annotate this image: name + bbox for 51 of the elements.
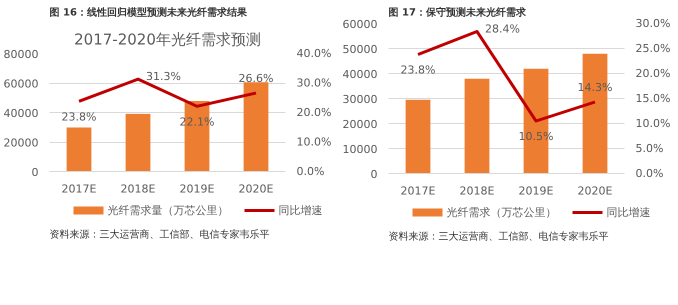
y2-tick-label: 30.0% [636, 17, 670, 30]
legend-label: 同比增速 [606, 206, 650, 219]
y2-tick-label: 30.0% [296, 76, 332, 90]
text: 资料来源：三大运营商、工信部、电信专家韦乐平 [388, 230, 608, 242]
x-tick-label: 2020E [238, 182, 274, 196]
data-label: 31.3% [146, 70, 181, 84]
y-tick-label: 60000 [342, 18, 378, 31]
x-tick-label: 2020E [578, 184, 613, 198]
bar [126, 114, 150, 172]
text: 资料来源：三大运营商、工信部、电信专家韦乐平 [50, 228, 270, 240]
legend-label: 光纤需求量（万芯公里） [108, 204, 228, 217]
x-tick-label: 2018E [120, 182, 156, 196]
x-tick-label: 2018E [460, 184, 495, 198]
bar [244, 82, 268, 172]
data-label: 23.8% [62, 110, 96, 124]
y-tick-label: 0 [32, 166, 38, 179]
x-tick-label: 2017E [62, 182, 97, 196]
y-tick-label: 10000 [342, 143, 378, 156]
y2-tick-label: 25.0% [636, 42, 670, 55]
y2-tick-label: 0.0% [636, 167, 664, 180]
y2-tick-label: 20.0% [636, 67, 670, 80]
chart-subtitle: 2017-2020年光纤需求预测 [74, 30, 261, 48]
y-tick-label: 40000 [342, 68, 378, 81]
y2-tick-label: 15.0% [636, 92, 670, 105]
bar [406, 100, 430, 174]
y-tick-label: 0 [370, 168, 378, 181]
y-tick-label: 60000 [4, 78, 39, 90]
y-tick-label: 50000 [342, 43, 378, 56]
data-label: 26.6% [238, 72, 274, 86]
bar [66, 128, 92, 172]
y-tick-label: 80000 [4, 48, 39, 61]
y2-tick-label: 0.0% [296, 165, 324, 178]
y-tick-label: 20000 [4, 136, 39, 150]
data-label: 23.8% [400, 64, 436, 76]
y-tick-label: 30000 [342, 93, 378, 106]
y-tick-label: 40000 [4, 107, 39, 120]
x-tick-label: 2017E [400, 184, 436, 198]
x-tick-label: 2019E [180, 182, 215, 196]
bar [464, 78, 490, 174]
y2-tick-label: 10.0% [296, 136, 332, 148]
y-tick-label: 20000 [342, 118, 378, 131]
legend-label: 光纤需求（万芯公里） [446, 206, 556, 219]
data-label: 28.4% [485, 22, 520, 36]
legend-label: 同比增速 [278, 204, 322, 217]
y2-tick-label: 10.0% [636, 117, 670, 130]
x-tick-label: 2019E [518, 184, 554, 198]
y2-tick-label: 40.0% [296, 47, 332, 60]
chart-title: 图 16：线性回归模型预测未来光纤需求结果 [50, 6, 248, 18]
chart-title: 图 17：保守预测未来光纤需求 [388, 6, 527, 18]
y2-tick-label: 5.0% [636, 142, 664, 155]
y2-tick-label: 20.0% [296, 106, 332, 119]
